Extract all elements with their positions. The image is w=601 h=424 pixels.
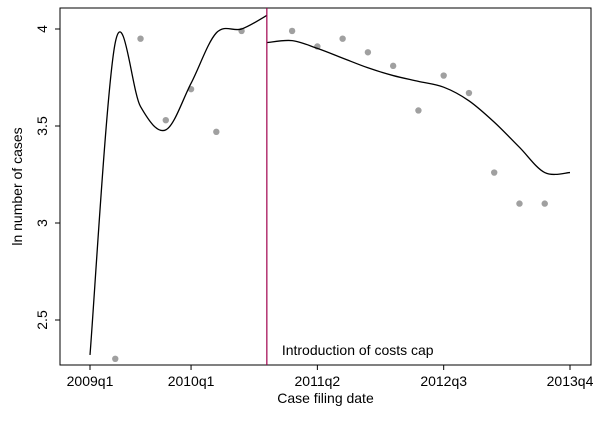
y-tick-label: 3.5 bbox=[34, 116, 50, 136]
fit-line-post bbox=[266, 39, 571, 176]
scatter-point bbox=[137, 35, 144, 42]
x-tick-label: 2010q1 bbox=[168, 373, 215, 389]
y-axis-title: ln number of cases bbox=[9, 127, 25, 245]
annotation-label: Introduction of costs cap bbox=[282, 342, 434, 358]
fit-line-pre bbox=[89, 14, 268, 355]
scatter-point bbox=[162, 116, 169, 124]
scatter-points bbox=[112, 27, 548, 362]
x-axis-title: Case filing date bbox=[277, 390, 374, 406]
scatter-point bbox=[440, 72, 447, 79]
y-tick-label: 2.5 bbox=[34, 310, 50, 330]
x-tick-label: 2011q2 bbox=[295, 373, 341, 389]
scatter-point bbox=[491, 169, 498, 176]
y-axis-ticks: 2.5 3 3.5 4 bbox=[34, 25, 60, 330]
x-tick-label: 2012q3 bbox=[420, 373, 467, 389]
scatter-point bbox=[213, 128, 220, 136]
scatter-point bbox=[364, 49, 372, 56]
scatter-point bbox=[112, 355, 119, 362]
scatter-point bbox=[465, 89, 473, 97]
y-tick-label: 3 bbox=[34, 219, 50, 227]
fit-lines bbox=[89, 14, 571, 355]
x-axis-ticks: 2009q1 2010q1 2011q2 2012q3 2013q4 bbox=[67, 365, 594, 389]
y-tick-label: 4 bbox=[34, 25, 50, 33]
x-tick-label: 2013q4 bbox=[547, 373, 594, 389]
scatter-point bbox=[288, 27, 296, 35]
x-tick-label: 2009q1 bbox=[67, 373, 114, 389]
scatter-point bbox=[541, 200, 548, 207]
scatter-point bbox=[389, 62, 397, 70]
scatter-point bbox=[339, 35, 346, 42]
plot-frame bbox=[59, 7, 592, 366]
scatter-point bbox=[415, 107, 422, 114]
scatter-point bbox=[516, 200, 523, 207]
